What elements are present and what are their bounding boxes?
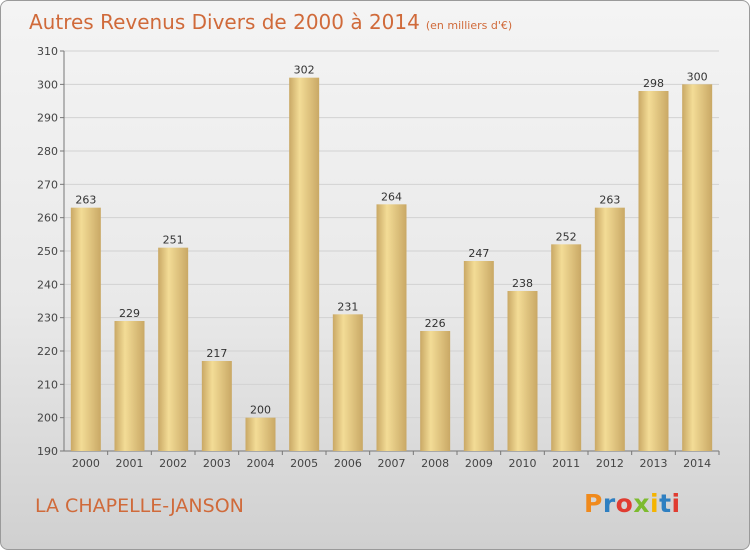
bar [551, 244, 582, 451]
y-tick-label: 290 [37, 112, 58, 125]
bar-value-label: 247 [468, 247, 489, 260]
bar-value-label: 217 [206, 347, 227, 360]
bar-value-label: 200 [250, 404, 271, 417]
y-tick-label: 240 [37, 278, 58, 291]
bar-value-label: 263 [599, 194, 620, 207]
x-tick-label: 2008 [421, 457, 449, 470]
logo-letter: r [602, 489, 616, 518]
bar [638, 91, 669, 451]
bar [682, 84, 713, 451]
y-tick-label: 220 [37, 345, 58, 358]
y-tick-label: 190 [37, 445, 58, 458]
x-tick-label: 2005 [290, 457, 318, 470]
proxiti-logo: Proxiti [584, 489, 681, 518]
bar [376, 204, 407, 451]
chart-title: Autres Revenus Divers de 2000 à 2014 (en … [29, 10, 512, 34]
bar-value-label: 300 [687, 70, 708, 83]
bar [245, 417, 276, 451]
y-tick-label: 280 [37, 145, 58, 158]
logo-letter: t [659, 489, 672, 518]
commune-name: LA CHAPELLE-JANSON [35, 495, 244, 517]
y-tick-label: 300 [37, 78, 58, 91]
bar [70, 207, 101, 451]
x-tick-label: 2013 [640, 457, 668, 470]
y-tick-label: 270 [37, 178, 58, 191]
bar-value-label: 229 [119, 307, 140, 320]
x-tick-label: 2001 [116, 457, 144, 470]
x-tick-label: 2011 [552, 457, 580, 470]
x-tick-label: 2012 [596, 457, 624, 470]
y-tick-label: 250 [37, 245, 58, 258]
x-tick-label: 2000 [72, 457, 100, 470]
bar [114, 321, 145, 451]
y-tick-label: 210 [37, 378, 58, 391]
bar-value-label: 231 [337, 300, 358, 313]
bar [289, 77, 320, 452]
y-tick-label: 230 [37, 312, 58, 325]
bar [507, 291, 538, 451]
bar [420, 331, 451, 451]
x-tick-label: 2009 [465, 457, 493, 470]
y-tick-label: 200 [37, 412, 58, 425]
bar [201, 361, 232, 451]
chart-title-text: Autres Revenus Divers de 2000 à 2014 [29, 10, 420, 34]
bar [158, 247, 189, 451]
x-tick-label: 2003 [203, 457, 231, 470]
bar [594, 207, 625, 451]
bar [463, 261, 494, 451]
x-tick-label: 2002 [159, 457, 187, 470]
bar [332, 314, 363, 451]
x-tick-label: 2004 [247, 457, 275, 470]
bar-value-label: 251 [163, 234, 184, 247]
bar-value-label: 302 [294, 64, 315, 77]
y-tick-label: 260 [37, 212, 58, 225]
logo-letter: i [650, 489, 660, 518]
x-tick-label: 2014 [683, 457, 711, 470]
bar-value-label: 264 [381, 190, 402, 203]
x-tick-label: 2007 [378, 457, 406, 470]
bar-value-label: 238 [512, 277, 533, 290]
logo-letter: i [671, 489, 681, 518]
x-tick-label: 2006 [334, 457, 362, 470]
bar-value-label: 226 [425, 317, 446, 330]
bar-value-label: 263 [75, 194, 96, 207]
y-tick-label: 310 [37, 45, 58, 58]
logo-letter: P [584, 489, 603, 518]
bar-value-label: 252 [556, 230, 577, 243]
bar-value-label: 298 [643, 77, 664, 90]
logo-letter: x [633, 489, 650, 518]
x-tick-label: 2010 [509, 457, 537, 470]
logo-letter: o [615, 489, 634, 518]
chart-unit: (en milliers d'€) [425, 19, 513, 32]
